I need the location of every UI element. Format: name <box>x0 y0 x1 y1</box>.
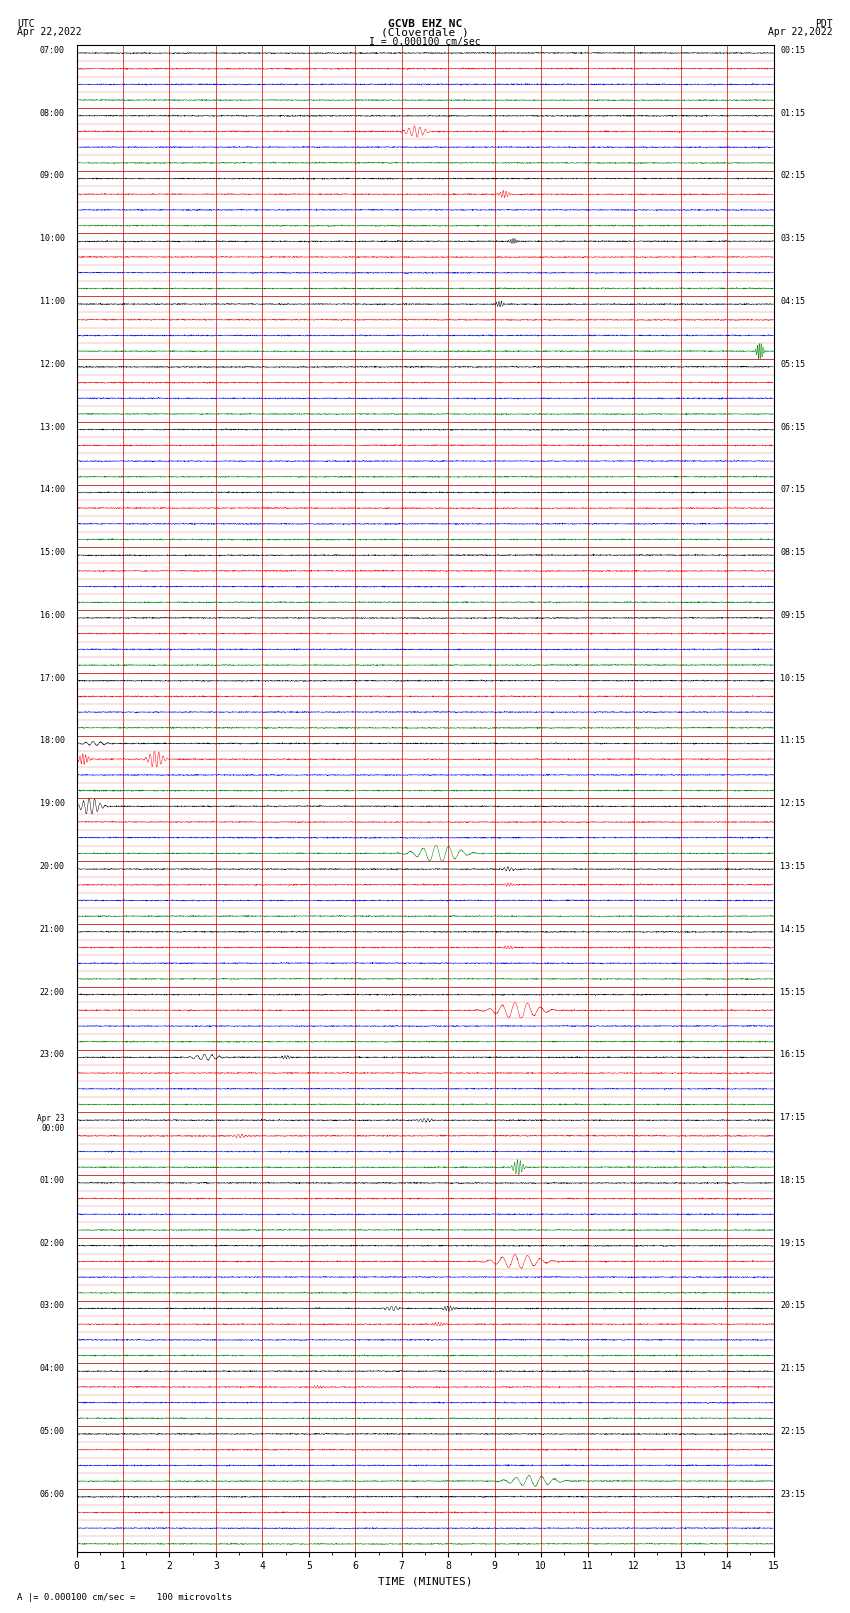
Text: 22:00: 22:00 <box>40 987 65 997</box>
Text: 13:15: 13:15 <box>780 861 806 871</box>
Text: 01:00: 01:00 <box>40 1176 65 1186</box>
Text: 10:15: 10:15 <box>780 674 806 682</box>
Text: (Cloverdale ): (Cloverdale ) <box>381 27 469 37</box>
Text: 04:00: 04:00 <box>40 1365 65 1373</box>
Text: 04:15: 04:15 <box>780 297 806 306</box>
Text: 08:00: 08:00 <box>40 108 65 118</box>
Text: 03:00: 03:00 <box>40 1302 65 1310</box>
Text: PDT: PDT <box>815 19 833 29</box>
X-axis label: TIME (MINUTES): TIME (MINUTES) <box>377 1578 473 1587</box>
Text: 06:00: 06:00 <box>40 1490 65 1498</box>
Text: 07:00: 07:00 <box>40 45 65 55</box>
Text: 17:00: 17:00 <box>40 674 65 682</box>
Text: 02:00: 02:00 <box>40 1239 65 1247</box>
Text: 09:15: 09:15 <box>780 611 806 619</box>
Text: 07:15: 07:15 <box>780 486 806 494</box>
Text: A |= 0.000100 cm/sec =    100 microvolts: A |= 0.000100 cm/sec = 100 microvolts <box>17 1592 232 1602</box>
Text: 21:00: 21:00 <box>40 924 65 934</box>
Text: 21:15: 21:15 <box>780 1365 806 1373</box>
Text: 10:00: 10:00 <box>40 234 65 244</box>
Text: 11:00: 11:00 <box>40 297 65 306</box>
Text: 13:00: 13:00 <box>40 423 65 432</box>
Text: 19:00: 19:00 <box>40 798 65 808</box>
Text: 16:15: 16:15 <box>780 1050 806 1060</box>
Text: 14:15: 14:15 <box>780 924 806 934</box>
Text: 05:00: 05:00 <box>40 1428 65 1436</box>
Text: 11:15: 11:15 <box>780 737 806 745</box>
Text: 20:00: 20:00 <box>40 861 65 871</box>
Text: 18:00: 18:00 <box>40 737 65 745</box>
Text: I = 0.000100 cm/sec: I = 0.000100 cm/sec <box>369 37 481 47</box>
Text: 18:15: 18:15 <box>780 1176 806 1186</box>
Text: 17:15: 17:15 <box>780 1113 806 1123</box>
Text: 00:15: 00:15 <box>780 45 806 55</box>
Text: GCVB EHZ NC: GCVB EHZ NC <box>388 19 462 29</box>
Text: 19:15: 19:15 <box>780 1239 806 1247</box>
Text: 08:15: 08:15 <box>780 548 806 556</box>
Text: 23:00: 23:00 <box>40 1050 65 1060</box>
Text: 16:00: 16:00 <box>40 611 65 619</box>
Text: Apr 23
00:00: Apr 23 00:00 <box>37 1115 65 1134</box>
Text: 09:00: 09:00 <box>40 171 65 181</box>
Text: 15:00: 15:00 <box>40 548 65 556</box>
Text: 12:15: 12:15 <box>780 798 806 808</box>
Text: Apr 22,2022: Apr 22,2022 <box>17 27 82 37</box>
Text: Apr 22,2022: Apr 22,2022 <box>768 27 833 37</box>
Text: 14:00: 14:00 <box>40 486 65 494</box>
Text: 06:15: 06:15 <box>780 423 806 432</box>
Text: 03:15: 03:15 <box>780 234 806 244</box>
Text: UTC: UTC <box>17 19 35 29</box>
Text: 02:15: 02:15 <box>780 171 806 181</box>
Text: 05:15: 05:15 <box>780 360 806 369</box>
Text: 23:15: 23:15 <box>780 1490 806 1498</box>
Text: 22:15: 22:15 <box>780 1428 806 1436</box>
Text: 20:15: 20:15 <box>780 1302 806 1310</box>
Text: 12:00: 12:00 <box>40 360 65 369</box>
Text: 15:15: 15:15 <box>780 987 806 997</box>
Text: 01:15: 01:15 <box>780 108 806 118</box>
